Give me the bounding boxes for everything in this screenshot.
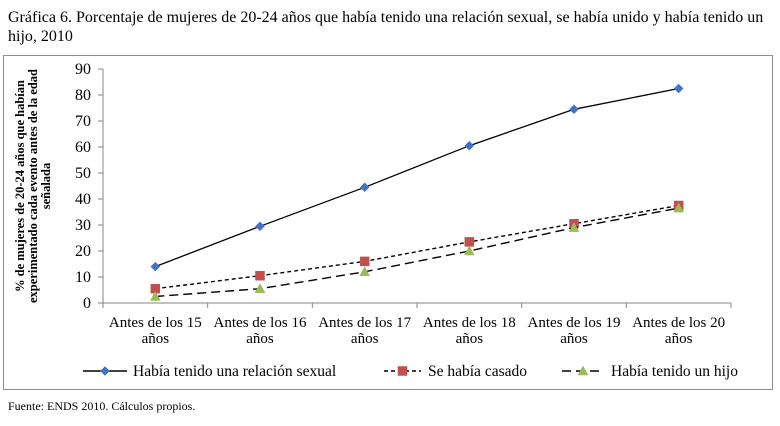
x-tick-label: años [246, 331, 274, 347]
legend-marker-2 [397, 366, 408, 376]
series-line-2 [155, 204, 679, 290]
series-3-point [673, 202, 685, 213]
x-tick-label: años [456, 331, 484, 347]
series-1-point [464, 140, 475, 151]
series-1-point [255, 221, 265, 232]
x-tick-label: años [560, 331, 588, 347]
x-tick-label: años [351, 331, 379, 347]
y-axis-title: % de mujeres de 20-24 años que habían [13, 80, 27, 292]
chart-title: Gráfica 6. Porcentaje de mujeres de 20-2… [8, 9, 764, 45]
chart-frame: 0 10 20 30 40 50 60 70 80 90 Antes de los 15 años An… [3, 55, 773, 390]
x-tick-label: Antes de los 17 [318, 315, 411, 331]
series-2-point [359, 256, 370, 267]
y-axis-title: señalada [39, 162, 53, 209]
y-tick-label: 20 [75, 243, 91, 260]
y-tick-label: 90 [75, 61, 91, 78]
y-tick-label: 30 [75, 217, 91, 234]
x-tick-label: Antes de los 16 [214, 315, 307, 331]
x-tick-label: años [142, 331, 170, 347]
legend-label-1: Había tenido una relación sexual [133, 363, 336, 380]
y-tick-label: 0 [83, 295, 91, 312]
series-3-point [359, 266, 371, 277]
legend-label-2: Se había casado [428, 363, 527, 380]
series-line-3 [155, 207, 679, 298]
series-1-point [569, 104, 579, 115]
legend-marker-1 [100, 366, 110, 376]
y-axis-title: experimentado cada evento antes de la ed… [26, 69, 40, 303]
y-tick-label: 10 [75, 269, 91, 286]
source-note: Fuente: ENDS 2010. Cálculos propios. [8, 399, 196, 413]
series-1-point [673, 83, 684, 94]
y-tick-label: 50 [75, 165, 91, 182]
x-tick-label: Antes de los 18 [423, 315, 516, 331]
x-tick-label: Antes de los 15 [109, 315, 202, 331]
legend-label-3: Había tenido un hijo [611, 363, 738, 380]
series-3-point [254, 283, 266, 293]
series-2-point [464, 237, 475, 247]
series-1-point [359, 182, 370, 193]
x-tick-label: años [665, 331, 693, 347]
series-2-point [255, 270, 265, 281]
series-1-point [150, 261, 161, 272]
y-tick-label: 60 [75, 139, 91, 156]
series-3-point [463, 245, 475, 256]
x-tick-label: Antes de los 20 [632, 315, 725, 331]
legend-marker-3 [577, 365, 589, 376]
series-3-point [149, 290, 161, 301]
series-3-point [568, 222, 580, 232]
y-tick-label: 70 [75, 113, 91, 130]
x-tick-label: Antes de los 19 [528, 315, 621, 331]
series-line-1 [155, 87, 679, 268]
y-tick-label: 80 [75, 87, 91, 104]
y-tick-label: 40 [75, 191, 91, 208]
